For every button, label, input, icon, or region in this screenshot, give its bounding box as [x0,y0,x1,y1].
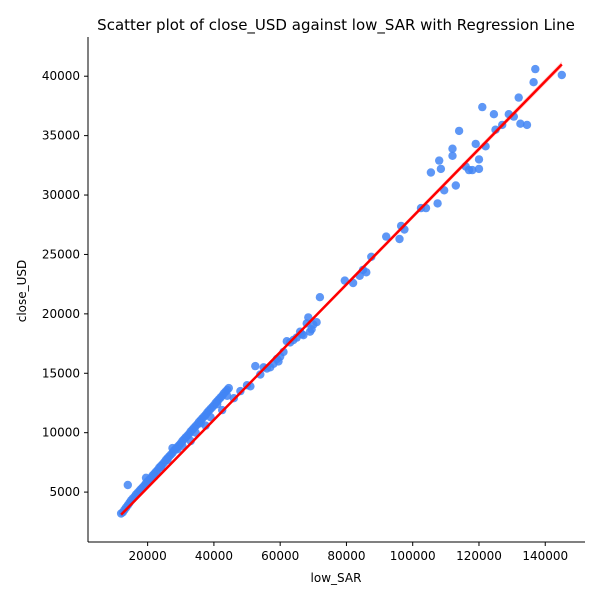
x-tick-label: 120000 [456,549,502,563]
data-point [312,318,321,327]
data-point [448,151,457,160]
y-tick-label: 25000 [42,247,80,261]
data-point [395,234,404,244]
data-point [382,232,391,241]
y-axis-label: close_USD [15,260,29,323]
data-point [435,156,444,165]
data-point [251,361,260,371]
x-tick-label: 40000 [195,549,233,563]
x-tick-label: 60000 [261,549,299,563]
data-point [206,413,215,422]
data-point [426,168,436,177]
data-point [451,181,460,190]
data-point [529,78,538,87]
axes [87,37,585,543]
x-tick-label: 80000 [327,549,365,563]
data-point [468,165,477,175]
data-point [491,125,500,134]
data-point [433,199,442,208]
data-point [213,400,222,409]
data-point [224,383,233,393]
data-point [299,331,308,340]
data-point [516,119,525,128]
data-point [489,110,499,119]
data-point [531,64,540,74]
data-point [315,293,325,302]
data-point [474,164,484,174]
y-tick-label: 10000 [42,426,80,440]
data-point [448,144,457,153]
y-tick-label: 40000 [42,69,80,83]
x-tick-label: 140000 [522,549,568,563]
data-point [223,391,232,400]
x-tick-label: 100000 [390,549,436,563]
data-point [514,93,523,102]
data-point [141,473,151,482]
regression-line-group [120,61,563,516]
data-point [522,120,532,130]
y-tick-label: 30000 [42,188,80,202]
data-point [471,139,480,149]
data-point [178,441,187,450]
data-point [454,126,464,136]
x-axis-ticks: 20000 40000 60000 80000 100000 120000 140000 [129,542,568,563]
x-axis-label: low_SAR [311,571,362,585]
y-tick-label: 20000 [42,307,80,321]
data-point [256,370,265,379]
data-point [557,70,566,80]
y-tick-label: 35000 [42,129,80,143]
data-point [163,455,172,465]
data-point [123,480,132,490]
y-tick-label: 15000 [42,366,80,380]
data-point [474,155,484,164]
data-point [367,252,376,261]
chart-title: Scatter plot of close_USD against low_SA… [97,16,575,35]
data-point [478,102,487,112]
x-tick-label: 20000 [129,549,167,563]
regression-line [120,63,563,516]
y-tick-label: 5000 [49,485,80,499]
data-point [156,462,166,472]
data-point [362,268,371,277]
data-point [436,164,446,174]
y-axis-ticks: 5000 10000 15000 20000 25000 30000 35000 40000 [42,69,88,499]
